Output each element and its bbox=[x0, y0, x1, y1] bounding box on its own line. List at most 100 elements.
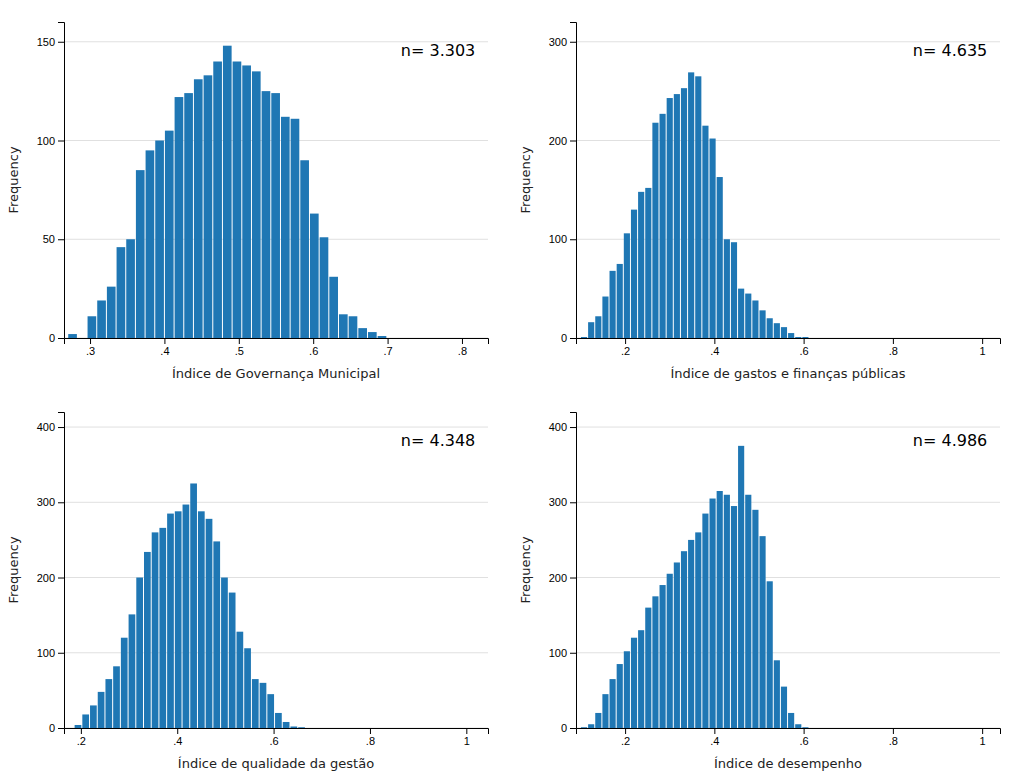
bar bbox=[281, 117, 290, 338]
y-tick: 100 bbox=[549, 647, 576, 659]
bar bbox=[774, 323, 780, 338]
y-tick: 0 bbox=[561, 722, 576, 734]
x-tick-label: .6 bbox=[800, 735, 809, 747]
bar bbox=[113, 666, 120, 728]
x-tick: 1 bbox=[464, 728, 470, 747]
x-tick-label: .8 bbox=[889, 345, 898, 357]
y-tick: 0 bbox=[49, 332, 64, 344]
bar bbox=[674, 562, 680, 728]
y-tick: 50 bbox=[43, 233, 64, 245]
x-axis: .3.4.5.6.7.8 bbox=[65, 338, 489, 357]
x-tick-mark bbox=[462, 338, 463, 344]
bar bbox=[75, 725, 82, 728]
grid-line bbox=[64, 502, 488, 503]
x-axis-label: Índice de qualidade da gestão bbox=[178, 756, 374, 771]
bar bbox=[155, 141, 164, 339]
bar bbox=[242, 65, 251, 338]
bar bbox=[339, 314, 348, 338]
y-axis-label: Frequency bbox=[6, 536, 21, 603]
x-tick-mark bbox=[313, 338, 314, 344]
bar bbox=[329, 277, 338, 338]
bar bbox=[144, 552, 151, 728]
bar bbox=[310, 214, 319, 338]
y-tick: 100 bbox=[549, 233, 576, 245]
x-tick-mark bbox=[239, 338, 240, 344]
panel: .2.4.6.810100200300400Índice de desempen… bbox=[518, 413, 1001, 772]
bar bbox=[802, 337, 808, 338]
y-tick-mark bbox=[58, 578, 64, 579]
bar bbox=[126, 239, 135, 338]
panel: .2.4.6.810100200300400Índice de qualidad… bbox=[6, 413, 489, 772]
bar bbox=[260, 683, 267, 728]
bar bbox=[183, 505, 190, 728]
x-tick-label: .7 bbox=[383, 345, 392, 357]
bar bbox=[300, 160, 309, 338]
bar bbox=[229, 593, 236, 728]
x-tick-label: .8 bbox=[458, 345, 467, 357]
bar bbox=[617, 664, 623, 728]
bar bbox=[159, 528, 166, 728]
bar bbox=[368, 332, 377, 338]
x-tick: .6 bbox=[309, 338, 318, 357]
y-tick-label: 0 bbox=[49, 722, 55, 734]
y-tick-label: 150 bbox=[37, 36, 55, 48]
bar bbox=[98, 692, 105, 728]
x-tick: .2 bbox=[621, 338, 630, 357]
grid-line bbox=[64, 427, 488, 428]
x-tick-mark bbox=[466, 728, 467, 734]
x-axis: .2.4.6.81 bbox=[577, 728, 1001, 747]
bar bbox=[667, 98, 673, 338]
bar bbox=[121, 638, 128, 728]
panel: .2.4.6.810100200300Índice de gastos e fi… bbox=[518, 23, 1001, 382]
x-tick: .4 bbox=[710, 338, 719, 357]
y-tick: 100 bbox=[37, 647, 64, 659]
x-tick-label: .8 bbox=[889, 735, 898, 747]
bar bbox=[731, 506, 737, 728]
x-tick: .2 bbox=[77, 728, 86, 747]
x-tick-label: 1 bbox=[464, 735, 470, 747]
bar bbox=[78, 338, 87, 339]
bar bbox=[710, 139, 716, 338]
bar bbox=[581, 727, 587, 728]
y-tick-mark bbox=[58, 653, 64, 654]
bar bbox=[767, 581, 773, 728]
bar bbox=[752, 510, 758, 728]
y-tick-label: 300 bbox=[37, 496, 55, 508]
bar bbox=[624, 233, 630, 338]
bar bbox=[717, 491, 723, 728]
bar bbox=[581, 337, 587, 338]
bars bbox=[581, 446, 809, 728]
x-tick: .6 bbox=[800, 338, 809, 357]
x-tick-label: 1 bbox=[980, 735, 986, 747]
bar bbox=[695, 76, 701, 338]
x-tick-mark bbox=[982, 728, 983, 734]
y-tick: 150 bbox=[37, 36, 64, 48]
bar bbox=[252, 71, 261, 338]
bar bbox=[68, 334, 77, 338]
bar bbox=[198, 511, 205, 728]
bar bbox=[667, 574, 673, 728]
y-tick: 200 bbox=[549, 135, 576, 147]
bar bbox=[90, 705, 97, 728]
y-axis: 0100200300400 bbox=[549, 413, 577, 735]
bar bbox=[638, 192, 644, 338]
bar bbox=[724, 495, 730, 728]
y-tick: 400 bbox=[37, 421, 64, 433]
y-axis: 0100200300 bbox=[549, 23, 577, 345]
bar bbox=[788, 713, 794, 728]
bar bbox=[802, 727, 808, 728]
bar bbox=[724, 239, 730, 338]
y-tick-mark bbox=[58, 338, 64, 339]
bar bbox=[136, 170, 145, 338]
y-tick-label: 100 bbox=[549, 233, 567, 245]
bar bbox=[781, 687, 787, 728]
bar bbox=[349, 316, 358, 338]
y-tick-mark bbox=[570, 653, 576, 654]
bar bbox=[602, 297, 608, 338]
y-axis-label: Frequency bbox=[518, 146, 533, 213]
x-tick: .7 bbox=[383, 338, 392, 357]
y-axis-line bbox=[570, 23, 577, 339]
y-tick: 100 bbox=[37, 135, 64, 147]
bar bbox=[67, 728, 74, 729]
x-axis-line bbox=[577, 729, 1001, 735]
